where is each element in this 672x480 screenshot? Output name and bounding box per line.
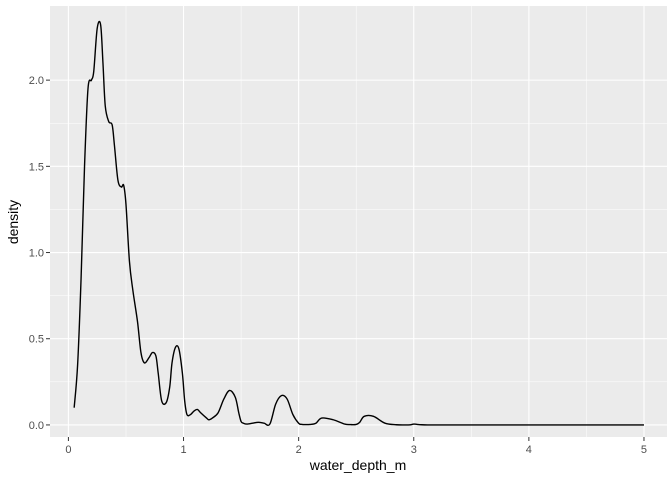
- plot-panel: [50, 6, 667, 437]
- x-tick-label: 3: [411, 444, 417, 456]
- y-axis-title: density: [5, 200, 21, 244]
- x-axis: 0 1 2 3 4 5: [65, 437, 647, 456]
- x-tick-label: 4: [526, 444, 532, 456]
- y-tick-label: 1.5: [29, 161, 44, 173]
- x-axis-title: water_depth_m: [309, 457, 407, 473]
- x-tick-label: 2: [296, 444, 302, 456]
- y-tick-label: 1.0: [29, 248, 44, 260]
- x-tick-label: 0: [65, 444, 71, 456]
- x-tick-label: 1: [180, 444, 186, 456]
- density-line: [73, 20, 644, 427]
- y-tick-label: 0.0: [29, 420, 44, 432]
- y-tick-label: 2.0: [29, 75, 44, 87]
- y-tick-label: 0.5: [29, 334, 44, 346]
- minor-gridlines: [50, 6, 667, 437]
- series-layer: [73, 20, 644, 427]
- x-tick-label: 5: [641, 444, 647, 456]
- major-gridlines: [50, 6, 667, 437]
- y-axis: 0.0 0.5 1.0 1.5 2.0: [29, 75, 50, 432]
